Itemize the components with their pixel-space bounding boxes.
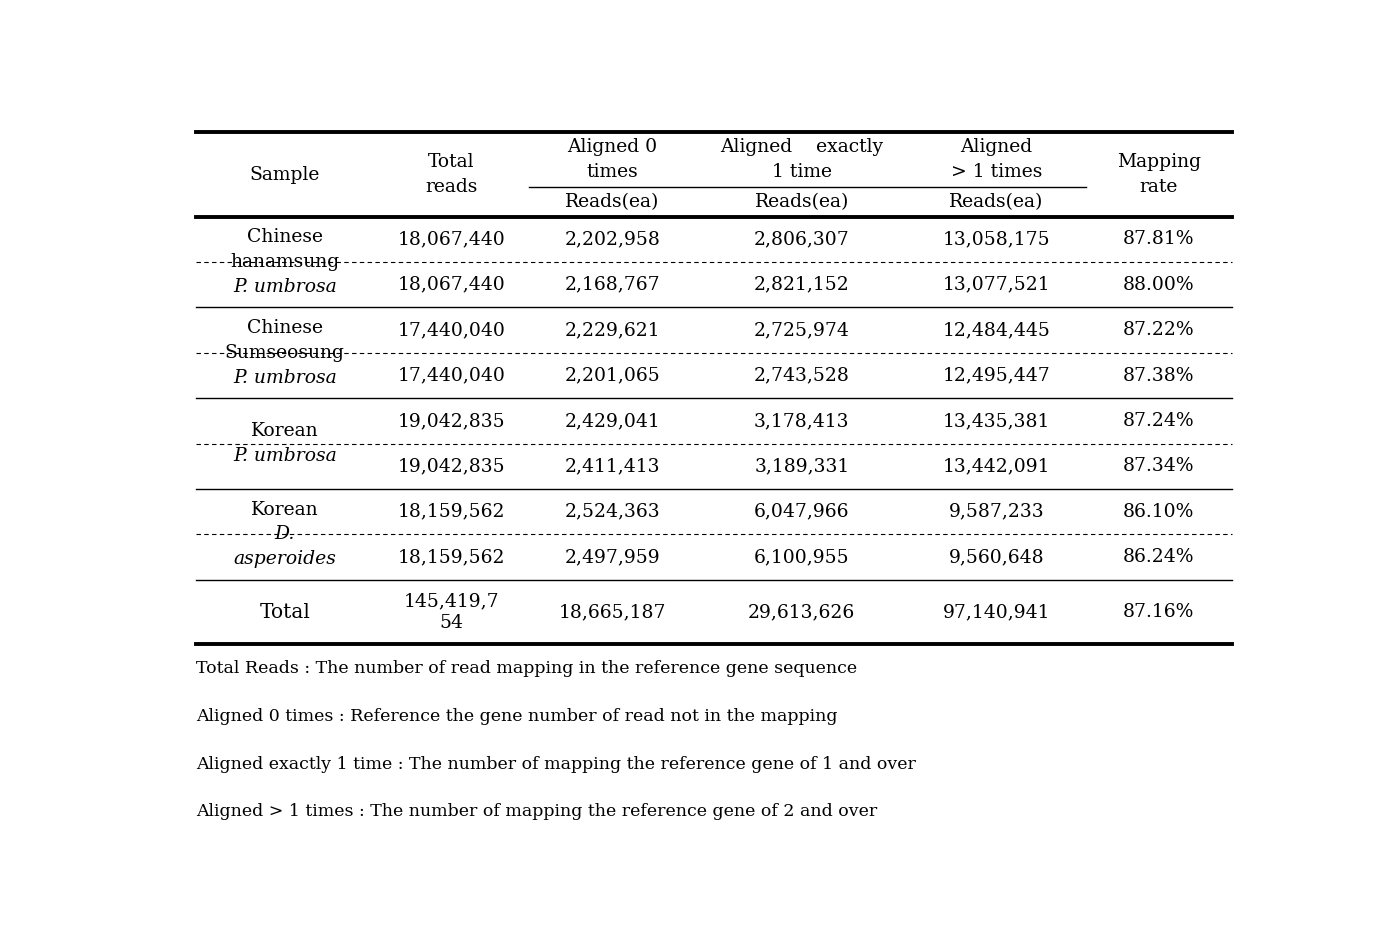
- Text: 87.34%: 87.34%: [1123, 457, 1195, 476]
- Text: 18,159,562: 18,159,562: [397, 548, 506, 566]
- Text: 2,202,958: 2,202,958: [564, 230, 660, 248]
- Text: P. umbrosa: P. umbrosa: [233, 278, 337, 296]
- Text: 13,077,521: 13,077,521: [943, 276, 1050, 294]
- Text: 12,484,445: 12,484,445: [943, 321, 1050, 340]
- Text: Chinese: Chinese: [247, 228, 323, 246]
- Text: 87.38%: 87.38%: [1123, 366, 1195, 384]
- Text: 2,806,307: 2,806,307: [754, 230, 850, 248]
- Text: 2,743,528: 2,743,528: [754, 366, 850, 384]
- Text: 9,560,648: 9,560,648: [949, 548, 1045, 566]
- Text: Reads(ea): Reads(ea): [566, 193, 660, 211]
- Text: 13,442,091: 13,442,091: [943, 457, 1050, 476]
- Text: Aligned > 1 times : The number of mapping the reference gene of 2 and over: Aligned > 1 times : The number of mappin…: [195, 804, 878, 820]
- Text: Reads(ea): Reads(ea): [950, 193, 1043, 211]
- Text: Total Reads : The number of read mapping in the reference gene sequence: Total Reads : The number of read mapping…: [195, 660, 857, 677]
- Text: 3,178,413: 3,178,413: [754, 412, 850, 430]
- Text: 2,524,363: 2,524,363: [564, 503, 660, 521]
- Text: Korean: Korean: [251, 500, 319, 518]
- Text: Aligned 0 times : Reference the gene number of read not in the mapping: Aligned 0 times : Reference the gene num…: [195, 708, 837, 725]
- Text: asperoides: asperoides: [233, 551, 336, 569]
- Text: Aligned 0
times: Aligned 0 times: [567, 139, 657, 182]
- Text: Aligned exactly 1 time : The number of mapping the reference gene of 1 and over: Aligned exactly 1 time : The number of m…: [195, 756, 915, 772]
- Text: Chinese: Chinese: [247, 319, 323, 337]
- Text: 12,495,447: 12,495,447: [943, 366, 1050, 384]
- Text: 29,613,626: 29,613,626: [748, 603, 855, 621]
- Text: Aligned
> 1 times: Aligned > 1 times: [951, 139, 1042, 182]
- Text: 17,440,040: 17,440,040: [397, 366, 506, 384]
- Text: 86.10%: 86.10%: [1123, 503, 1195, 521]
- Text: P. umbrosa: P. umbrosa: [233, 369, 337, 387]
- Text: 2,168,767: 2,168,767: [564, 276, 660, 294]
- Text: 6,047,966: 6,047,966: [754, 503, 850, 521]
- Text: Sample: Sample: [249, 165, 320, 184]
- Text: Korean: Korean: [251, 422, 319, 440]
- Text: Aligned    exactly
1 time: Aligned exactly 1 time: [720, 139, 883, 182]
- Text: 97,140,941: 97,140,941: [943, 603, 1050, 621]
- Text: 87.16%: 87.16%: [1123, 603, 1195, 621]
- Text: Mapping
rate: Mapping rate: [1117, 153, 1201, 196]
- Text: 87.81%: 87.81%: [1123, 230, 1195, 248]
- Text: 18,159,562: 18,159,562: [397, 503, 506, 521]
- Text: 86.24%: 86.24%: [1123, 548, 1195, 566]
- Text: 88.00%: 88.00%: [1123, 276, 1195, 294]
- Text: 17,440,040: 17,440,040: [397, 321, 506, 340]
- Text: 87.24%: 87.24%: [1123, 412, 1195, 430]
- Text: 13,435,381: 13,435,381: [943, 412, 1050, 430]
- Text: 2,725,974: 2,725,974: [754, 321, 850, 340]
- Text: 2,497,959: 2,497,959: [564, 548, 660, 566]
- Text: 2,201,065: 2,201,065: [564, 366, 660, 384]
- Text: 2,429,041: 2,429,041: [564, 412, 660, 430]
- Text: 18,067,440: 18,067,440: [397, 276, 506, 294]
- Text: 2,821,152: 2,821,152: [754, 276, 850, 294]
- Text: 18,665,187: 18,665,187: [559, 603, 666, 621]
- Text: Sumseosung: Sumseosung: [224, 344, 344, 361]
- Text: D.: D.: [274, 526, 295, 543]
- Text: Total
reads: Total reads: [425, 153, 478, 196]
- Text: 87.22%: 87.22%: [1123, 321, 1195, 340]
- Text: 18,067,440: 18,067,440: [397, 230, 506, 248]
- Text: 6,100,955: 6,100,955: [754, 548, 850, 566]
- Text: 13,058,175: 13,058,175: [943, 230, 1050, 248]
- Text: 145,419,7
54: 145,419,7 54: [404, 592, 499, 632]
- Text: 2,229,621: 2,229,621: [564, 321, 660, 340]
- Text: Total: Total: [259, 603, 311, 622]
- Text: 19,042,835: 19,042,835: [397, 457, 506, 476]
- Text: 19,042,835: 19,042,835: [397, 412, 506, 430]
- Text: Reads(ea): Reads(ea): [755, 193, 848, 211]
- Text: 9,587,233: 9,587,233: [949, 503, 1045, 521]
- Text: 3,189,331: 3,189,331: [754, 457, 850, 476]
- Text: P. umbrosa: P. umbrosa: [233, 447, 337, 465]
- Text: 2,411,413: 2,411,413: [564, 457, 660, 476]
- Text: hanamsung: hanamsung: [230, 253, 340, 271]
